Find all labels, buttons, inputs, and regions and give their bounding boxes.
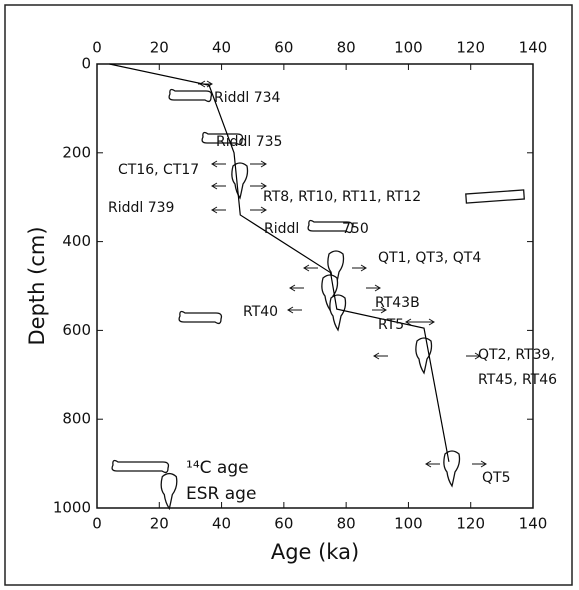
arrow-head — [374, 284, 381, 292]
annotation: RT45, RT46 — [478, 372, 557, 388]
bone-icon — [307, 219, 354, 234]
arrow-head — [303, 264, 310, 272]
arrow-head — [289, 284, 296, 292]
annotation: 750 — [342, 221, 369, 237]
arrow-head — [405, 318, 412, 326]
y-tick-label: 200 — [62, 143, 91, 161]
x-tick-label-top: 140 — [519, 39, 548, 57]
annotation: Riddl 739 — [108, 200, 174, 216]
annotation: QT5 — [482, 470, 510, 486]
annotation: QT1, QT3, QT4 — [378, 250, 481, 266]
x-tick-label-top: 40 — [212, 39, 231, 57]
annotation: CT16, CT17 — [118, 162, 199, 178]
x-tick-label-top: 0 — [92, 39, 102, 57]
arrow-head — [360, 264, 367, 272]
x-tick-label-top: 20 — [150, 39, 169, 57]
bone-icon — [111, 459, 170, 474]
x-tick-label: 20 — [150, 515, 169, 533]
bone-icon — [178, 310, 223, 325]
bone-icon — [201, 131, 244, 146]
annotation: Riddl 734 — [214, 90, 281, 106]
arrow-head — [260, 160, 267, 168]
tooth-icon — [231, 162, 249, 200]
plot-area — [96, 63, 534, 509]
x-tick-label-top: 120 — [456, 39, 485, 57]
annotation: RT8, RT10, RT11, RT12 — [263, 189, 421, 205]
x-tick-label-top: 60 — [274, 39, 293, 57]
depth-age-line — [109, 63, 450, 462]
y-tick-label: 400 — [62, 232, 91, 250]
frame — [4, 4, 573, 586]
y-tick-label: 1000 — [53, 499, 91, 517]
annotation: Riddl — [264, 221, 299, 237]
arrow-head — [206, 80, 213, 88]
x-tick-label: 40 — [212, 515, 231, 533]
y-tick-label: 600 — [62, 321, 91, 339]
arrow-head — [211, 182, 218, 190]
x-tick-label: 100 — [394, 515, 423, 533]
x-tick-label: 80 — [337, 515, 356, 533]
y-tick-label: 800 — [62, 410, 91, 428]
tooth-icon — [443, 450, 461, 488]
arrow-head — [480, 460, 487, 468]
x-axis-label: Age (ka) — [271, 540, 359, 564]
annotation: QT2, RT39, — [478, 347, 555, 363]
x-tick-label: 0 — [92, 515, 102, 533]
x-tick-label-top: 80 — [337, 39, 356, 57]
arrow-head — [211, 160, 218, 168]
y-tick-label: 0 — [81, 55, 91, 73]
tooth-icon — [160, 472, 178, 511]
arrow-head — [260, 182, 267, 190]
arrow-head — [260, 206, 267, 214]
tooth-icon — [329, 294, 347, 332]
bone-bar — [465, 189, 525, 204]
annotation: RT5 — [378, 317, 404, 333]
arrow-head — [380, 306, 387, 314]
annotation: Riddl 735 — [216, 134, 282, 150]
x-tick-label: 120 — [456, 515, 485, 533]
arrow-head — [211, 206, 218, 214]
arrow-head — [425, 460, 432, 468]
annotation: RT40 — [243, 304, 278, 320]
legend-label: ESR age — [186, 484, 256, 504]
bone-icon — [168, 88, 213, 103]
y-axis-label: Depth (cm) — [25, 226, 49, 345]
annotation: RT43B — [375, 295, 420, 311]
arrow-head — [474, 352, 481, 360]
arrow-head — [428, 318, 435, 326]
arrow-head — [287, 306, 294, 314]
x-tick-label: 140 — [519, 515, 548, 533]
x-tick-label: 60 — [274, 515, 293, 533]
x-tick-label-top: 100 — [394, 39, 423, 57]
legend-label: ¹⁴C age — [186, 458, 249, 478]
arrow-head — [373, 352, 380, 360]
